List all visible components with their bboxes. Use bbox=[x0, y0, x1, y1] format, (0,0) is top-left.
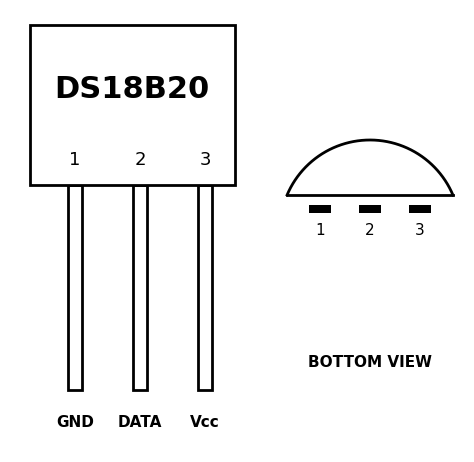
Bar bbox=[359, 205, 381, 213]
Text: GND: GND bbox=[56, 415, 94, 430]
Bar bbox=[409, 205, 431, 213]
Text: BOTTOM VIEW: BOTTOM VIEW bbox=[308, 355, 432, 370]
Text: 2: 2 bbox=[365, 223, 375, 238]
Text: 1: 1 bbox=[315, 223, 325, 238]
Text: 1: 1 bbox=[69, 151, 81, 169]
Text: 3: 3 bbox=[199, 151, 211, 169]
Text: DATA: DATA bbox=[118, 415, 162, 430]
Text: Vcc: Vcc bbox=[190, 415, 220, 430]
Bar bbox=[68, 185, 82, 390]
Text: DS18B20: DS18B20 bbox=[55, 75, 210, 104]
Bar bbox=[133, 185, 147, 390]
Bar bbox=[309, 205, 331, 213]
Text: 2: 2 bbox=[134, 151, 146, 169]
Bar bbox=[198, 185, 212, 390]
Text: 3: 3 bbox=[415, 223, 425, 238]
Bar bbox=[30, 25, 235, 185]
